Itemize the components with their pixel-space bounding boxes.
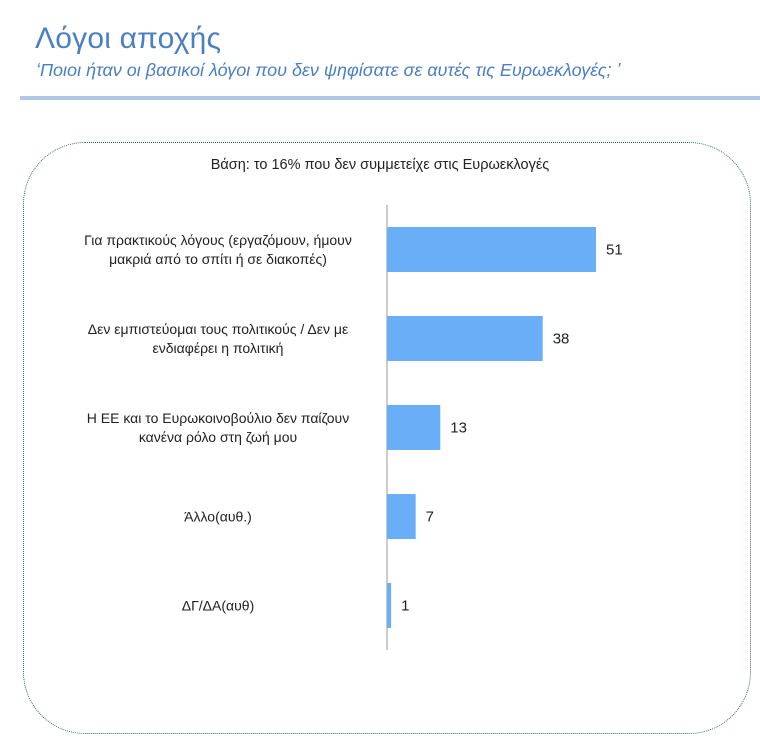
bar bbox=[387, 405, 441, 450]
bar bbox=[387, 316, 543, 361]
data-label: 38 bbox=[553, 331, 570, 348]
data-label: 7 bbox=[426, 509, 434, 526]
data-label: 13 bbox=[450, 420, 467, 437]
bar bbox=[387, 227, 596, 272]
header-divider bbox=[20, 96, 760, 100]
category-label: ΔΓ/ΔΑ(αυθ) bbox=[182, 598, 255, 614]
category-label: Άλλο(αυθ.) bbox=[184, 509, 252, 525]
bar bbox=[387, 583, 392, 628]
page-title: Λόγοι αποχής bbox=[35, 22, 222, 55]
page-subtitle: ‘Ποιοι ήταν οι βασικοί λόγοι που δεν ψηφ… bbox=[36, 60, 621, 80]
chart-panel bbox=[23, 142, 751, 734]
bar bbox=[387, 494, 416, 539]
data-label: 51 bbox=[606, 242, 623, 259]
category-label: Η ΕΕ και το Ευρωκοινοβούλιο δεν παίζουν κ… bbox=[87, 410, 349, 445]
category-label: Για πρακτικούς λόγους (εργαζόμουν, ήμουν… bbox=[84, 232, 352, 267]
category-label: Δεν εμπιστεύομαι τους πολιτικούς / Δεν μ… bbox=[88, 321, 348, 356]
base-note: Βάση: το 16% που δεν συμμετείχε στις Ευρ… bbox=[210, 157, 550, 173]
data-label: 1 bbox=[401, 598, 409, 615]
